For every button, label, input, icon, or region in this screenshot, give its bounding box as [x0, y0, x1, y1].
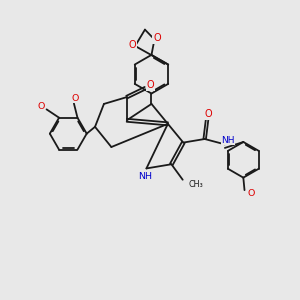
Text: O: O — [38, 103, 45, 112]
Text: NH: NH — [221, 136, 235, 145]
Text: O: O — [205, 109, 212, 119]
Text: O: O — [147, 80, 154, 90]
Text: NH: NH — [138, 172, 152, 181]
Text: O: O — [153, 33, 160, 43]
Text: O: O — [72, 94, 79, 103]
Text: CH₃: CH₃ — [188, 180, 203, 189]
Text: O: O — [129, 40, 136, 50]
Text: O: O — [248, 189, 255, 198]
